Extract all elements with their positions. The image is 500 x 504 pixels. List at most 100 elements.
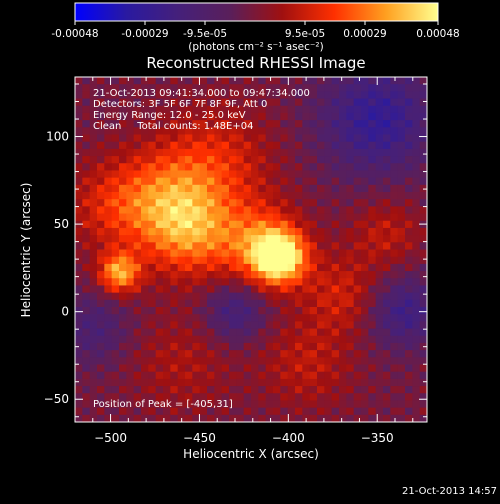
heatmap-cell	[133, 335, 142, 344]
heatmap-cell	[339, 285, 347, 294]
heatmap-cell	[185, 120, 193, 128]
heatmap-cell	[419, 105, 428, 114]
heatmap-cell	[170, 141, 179, 150]
heatmap-cell	[390, 156, 399, 164]
heatmap-cell	[97, 371, 105, 380]
heatmap-cell	[339, 134, 347, 143]
heatmap-cell	[170, 407, 179, 416]
heatmap-cell	[295, 199, 303, 207]
heatmap-cell	[199, 77, 208, 85]
heatmap-cell	[155, 163, 164, 171]
heatmap-cell	[383, 105, 391, 114]
heatmap-cell	[133, 371, 142, 380]
heatmap-cell	[273, 134, 281, 143]
heatmap-cell	[170, 342, 179, 351]
heatmap-cell	[141, 199, 149, 207]
heatmap-cell	[265, 256, 274, 265]
heatmap-cell	[185, 220, 193, 229]
colorbar-ticks: -0.00048 -0.00029 -9.5e-05 9.5e-05 0.00029 0.…	[51, 21, 460, 40]
heatmap-cell	[111, 199, 120, 207]
heatmap-cell	[199, 299, 208, 308]
heatmap-cell	[280, 314, 289, 322]
heatmap-cell	[251, 192, 259, 200]
heatmap-cell	[383, 163, 391, 171]
heatmap-cell	[97, 278, 105, 286]
heatmap-cell	[302, 213, 311, 222]
heatmap-cell	[295, 256, 303, 265]
heatmap-cell	[199, 292, 208, 301]
heatmap-cell	[126, 134, 135, 143]
heatmap-cell	[97, 299, 105, 308]
heatmap-cell	[331, 357, 340, 365]
heatmap-cell	[324, 177, 333, 186]
heatmap-cell	[353, 120, 362, 128]
heatmap-cell	[273, 170, 281, 179]
heatmap-cell	[97, 141, 105, 150]
heatmap-cell	[82, 263, 91, 272]
heatmap-cell	[104, 242, 113, 250]
heatmap-cell	[163, 77, 171, 85]
heatmap-cell	[390, 141, 399, 150]
heatmap-cell	[412, 84, 421, 92]
heatmap-cell	[207, 285, 215, 294]
heatmap-cell	[317, 364, 325, 373]
heatmap-cell	[207, 299, 215, 308]
heatmap-cell	[170, 249, 179, 258]
heatmap-cell	[89, 371, 98, 380]
heatmap-cell	[133, 292, 142, 301]
heatmap-cell	[375, 278, 384, 286]
heatmap-cell	[287, 242, 296, 250]
heatmap-cell	[111, 112, 120, 121]
heatmap-cell	[287, 393, 296, 401]
y-tick-label: 50	[54, 217, 69, 231]
heatmap-cell	[375, 84, 384, 92]
heatmap-cell	[148, 184, 157, 193]
heatmap-cell	[82, 328, 91, 337]
heatmap-cell	[339, 206, 347, 214]
heatmap-cell	[207, 184, 215, 193]
heatmap-cell	[273, 156, 281, 164]
heatmap-cell	[287, 199, 296, 207]
heatmap-cell	[221, 199, 230, 207]
heatmap-cell	[82, 105, 91, 114]
heatmap-cell	[419, 321, 428, 329]
heatmap-cell	[317, 206, 325, 214]
heatmap-cell	[339, 192, 347, 200]
heatmap-cell	[141, 307, 149, 315]
heatmap-cell	[346, 414, 355, 423]
heatmap-cell	[273, 393, 281, 401]
heatmap-cell	[75, 249, 83, 258]
heatmap-cell	[361, 213, 369, 222]
heatmap-cell	[89, 335, 98, 344]
heatmap-cell	[141, 120, 149, 128]
heatmap-cell	[243, 213, 252, 222]
heatmap-cell	[368, 127, 377, 135]
heatmap-cell	[265, 357, 274, 365]
heatmap-cell	[185, 364, 193, 373]
heatmap-cell	[324, 220, 333, 229]
heatmap-cell	[243, 105, 252, 114]
heatmap-cell	[97, 407, 105, 416]
heatmap-cell	[111, 84, 120, 92]
heatmap-cell	[236, 98, 245, 107]
heatmap-cell	[324, 263, 333, 272]
heatmap-cell	[331, 378, 340, 387]
heatmap-cell	[155, 199, 164, 207]
heatmap-cell	[383, 213, 391, 222]
heatmap-cell	[412, 163, 421, 171]
heatmap-cell	[375, 141, 384, 150]
heatmap-cell	[97, 393, 105, 401]
heatmap-cell	[148, 263, 157, 272]
heatmap-cell	[141, 148, 149, 157]
heatmap-cell	[353, 184, 362, 193]
heatmap-cell	[170, 400, 179, 409]
heatmap-cell	[353, 249, 362, 258]
heatmap-cell	[111, 184, 120, 193]
heatmap-cell	[412, 220, 421, 229]
heatmap-cell	[361, 235, 369, 243]
heatmap-cell	[302, 335, 311, 344]
heatmap-cell	[199, 407, 208, 416]
heatmap-cell	[287, 206, 296, 214]
heatmap-cell	[273, 127, 281, 135]
heatmap-cell	[273, 177, 281, 186]
